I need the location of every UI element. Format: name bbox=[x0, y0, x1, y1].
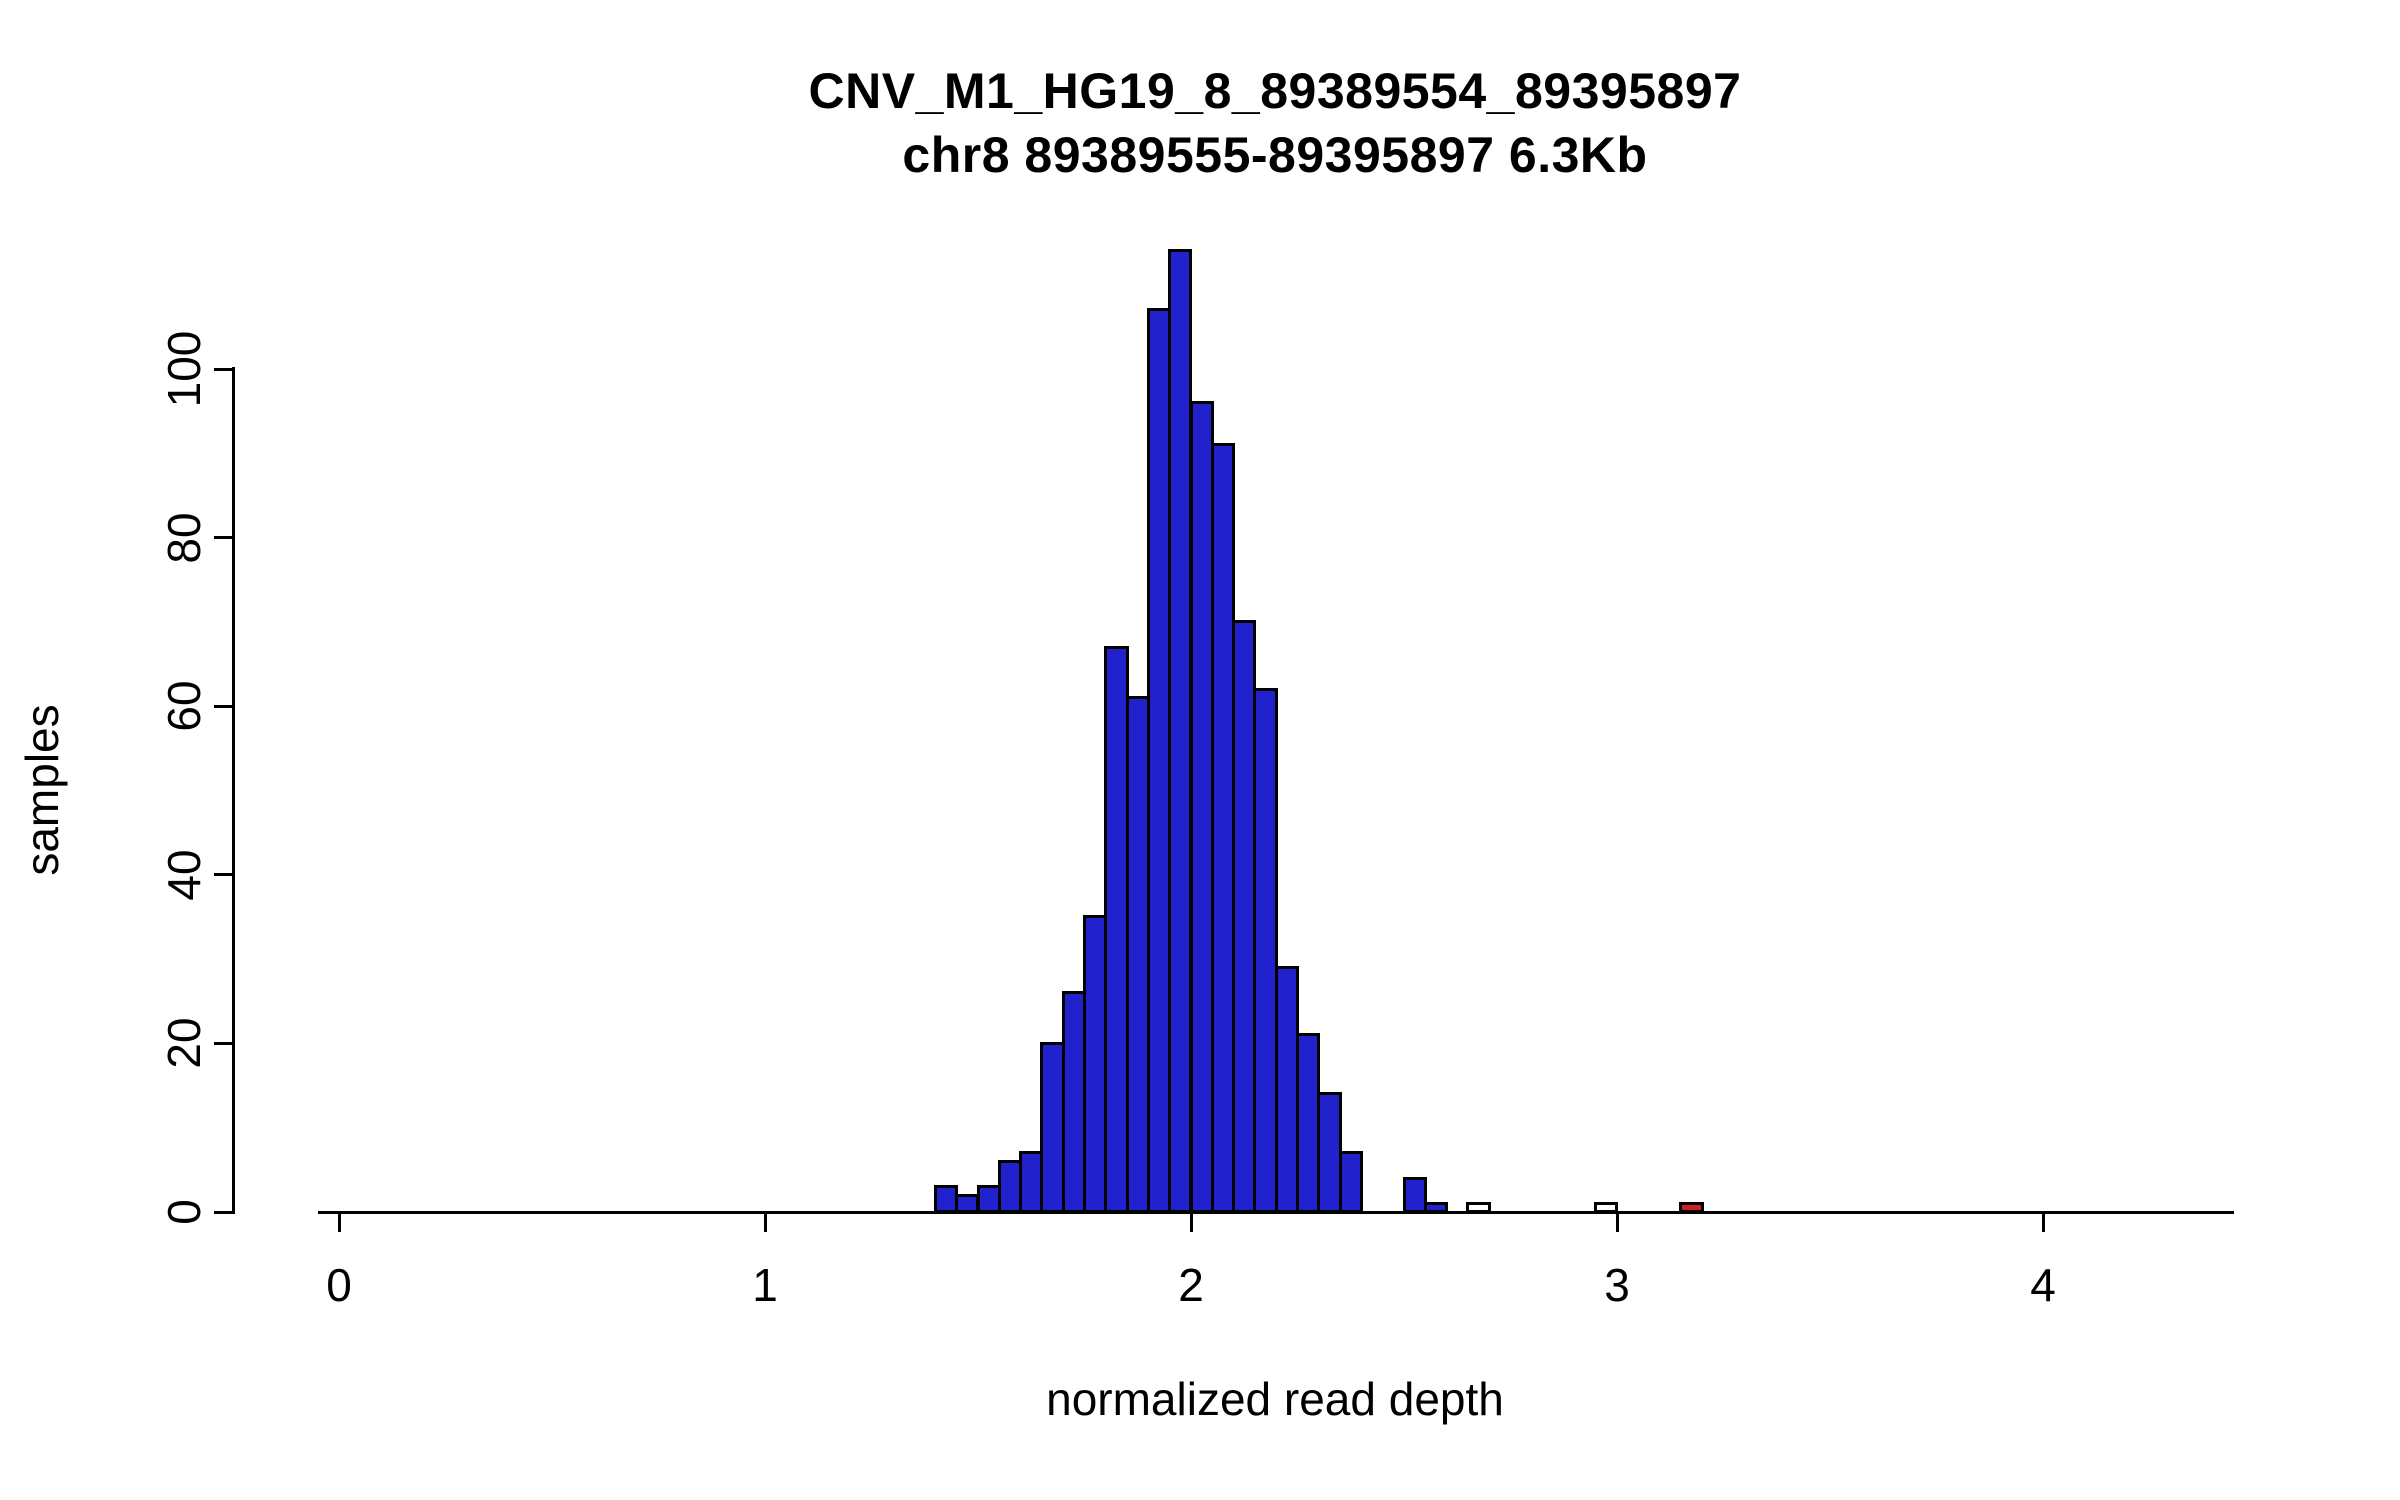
x-axis-tick bbox=[2041, 1214, 2045, 1232]
x-axis-tick bbox=[1615, 1214, 1619, 1232]
y-axis-line bbox=[232, 367, 235, 1214]
x-axis-tick-label: 4 bbox=[2030, 1259, 2056, 1311]
histogram-bar bbox=[1679, 1202, 1704, 1214]
histogram-bar bbox=[1296, 1033, 1321, 1214]
x-axis-tick bbox=[1189, 1214, 1193, 1232]
y-axis-tick-label: 20 bbox=[158, 1017, 210, 1069]
y-axis-tick bbox=[214, 367, 232, 371]
histogram-bar bbox=[1594, 1202, 1619, 1214]
y-axis-tick bbox=[214, 1041, 232, 1045]
y-axis-tick bbox=[214, 536, 232, 540]
histogram-bar bbox=[1253, 687, 1278, 1214]
y-axis-tick-label: 0 bbox=[158, 1199, 210, 1225]
x-axis-tick bbox=[337, 1214, 341, 1232]
histogram-bar bbox=[1466, 1202, 1491, 1214]
chart-title: CNV_M1_HG19_8_89389554_89395897 bbox=[808, 63, 1742, 119]
histogram-bar bbox=[1317, 1092, 1342, 1214]
y-axis-tick-label: 80 bbox=[158, 512, 210, 564]
y-axis-tick-label: 60 bbox=[158, 680, 210, 732]
x-axis-tick bbox=[763, 1214, 767, 1232]
y-axis-tick bbox=[214, 873, 232, 877]
y-axis-tick-label: 100 bbox=[158, 330, 210, 408]
x-axis-tick-label: 3 bbox=[1604, 1259, 1630, 1311]
y-axis-tick-label: 40 bbox=[158, 849, 210, 901]
x-axis-title: normalized read depth bbox=[1046, 1373, 1504, 1425]
y-axis-tick bbox=[214, 704, 232, 708]
histogram-bar bbox=[1104, 645, 1129, 1214]
histogram-bar bbox=[1338, 1151, 1363, 1214]
x-axis-tick-label: 1 bbox=[752, 1259, 778, 1311]
histogram-bar bbox=[1423, 1202, 1449, 1214]
x-axis-tick-label: 2 bbox=[1178, 1259, 1204, 1311]
chart-subtitle: chr8 89389555-89395897 6.3Kb bbox=[902, 127, 1648, 183]
histogram-bar bbox=[1402, 1176, 1427, 1214]
y-axis-tick bbox=[214, 1210, 232, 1214]
x-axis-tick-label: 0 bbox=[326, 1259, 352, 1311]
